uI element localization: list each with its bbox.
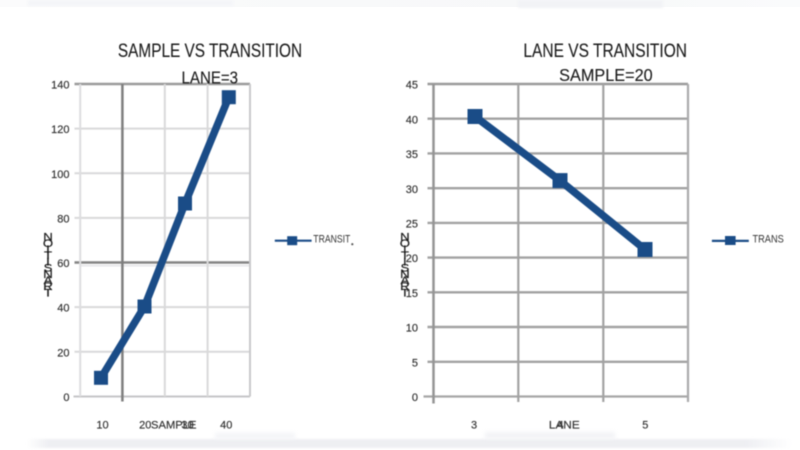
svg-text:10: 10	[406, 323, 418, 335]
svg-text:40: 40	[406, 114, 418, 126]
svg-text:N: N	[400, 268, 410, 281]
svg-text:140: 140	[51, 80, 69, 92]
svg-text:3: 3	[471, 420, 477, 432]
svg-text:R: R	[400, 280, 410, 293]
svg-text:25: 25	[406, 219, 418, 231]
svg-text:4: 4	[557, 420, 563, 432]
svg-text:A: A	[44, 274, 53, 287]
svg-text:5: 5	[642, 420, 648, 432]
svg-text:20: 20	[57, 347, 69, 359]
svg-text:30: 30	[181, 420, 193, 432]
svg-text:S: S	[401, 262, 410, 275]
svg-text:I: I	[46, 243, 50, 256]
svg-text:0: 0	[63, 392, 69, 404]
svg-text:O: O	[400, 237, 410, 250]
svg-text:T: T	[401, 249, 410, 262]
svg-text:LANE VS TRANSITION: LANE VS TRANSITION	[523, 41, 687, 62]
svg-text:TRANSIT: TRANSIT	[313, 234, 350, 246]
svg-text:40: 40	[57, 303, 69, 315]
svg-text:120: 120	[51, 124, 69, 136]
svg-text:N: N	[43, 231, 53, 244]
svg-text:T: T	[401, 287, 410, 300]
svg-text:15: 15	[406, 288, 418, 300]
svg-text:5: 5	[412, 357, 418, 369]
svg-text:20: 20	[139, 420, 151, 432]
svg-text:80: 80	[57, 214, 69, 226]
svg-text:0: 0	[412, 392, 418, 404]
svg-text:A: A	[401, 274, 410, 287]
svg-text:30: 30	[406, 184, 418, 196]
svg-text:LANE: LANE	[549, 420, 580, 432]
svg-text:I: I	[403, 256, 407, 269]
svg-text:100: 100	[51, 169, 69, 181]
svg-text:45: 45	[406, 80, 418, 92]
svg-text:T: T	[44, 287, 53, 300]
svg-text:SAMPLE=20: SAMPLE=20	[559, 65, 653, 85]
svg-text:T: T	[44, 249, 53, 262]
svg-text:R: R	[43, 280, 53, 293]
svg-text:I: I	[46, 256, 50, 269]
svg-text:TRANS: TRANS	[753, 233, 784, 245]
svg-text:N: N	[43, 268, 53, 281]
svg-text:20: 20	[406, 253, 418, 265]
svg-text:40: 40	[220, 420, 232, 432]
svg-text:LANE=3: LANE=3	[182, 68, 239, 88]
svg-text:SAMPLE: SAMPLE	[151, 420, 197, 432]
svg-text:I: I	[403, 243, 407, 256]
svg-text:35: 35	[406, 149, 418, 161]
svg-text:N: N	[400, 231, 410, 244]
svg-text:SAMPLE VS TRANSITION: SAMPLE VS TRANSITION	[118, 41, 302, 62]
svg-text:O: O	[43, 237, 53, 250]
svg-text:60: 60	[57, 258, 69, 270]
svg-text:S: S	[44, 262, 53, 275]
svg-text:10: 10	[96, 420, 108, 432]
